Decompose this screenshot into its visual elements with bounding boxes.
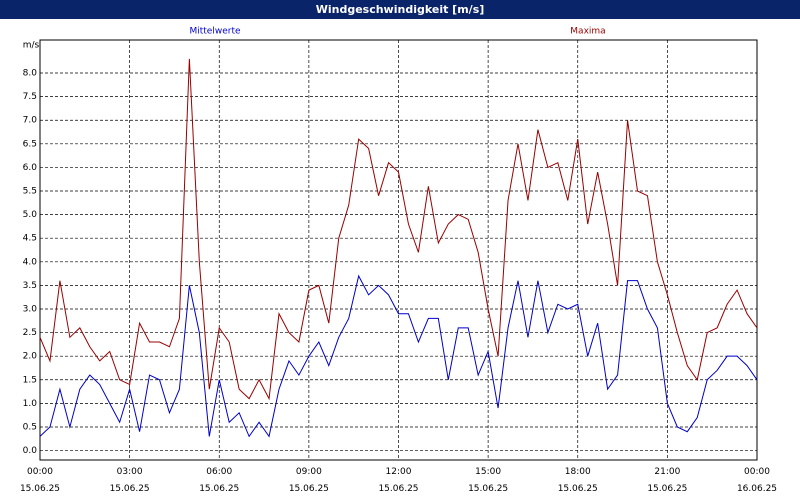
series-line [39,58,758,401]
x-tick-label: 15:00 15.06.25 [468,467,509,494]
x-tick-label: 12:00 15.06.25 [378,467,419,494]
legend-entry: Mittelwerte [189,27,240,37]
y-tick-label: 1.5 [23,375,37,385]
x-tick-label: 21:00 15.06.25 [647,467,688,494]
x-tick-label: 00:00 16.06.25 [736,467,778,494]
y-tick-label: 4.0 [23,257,38,267]
y-tick-label: 6.0 [23,163,38,173]
y-axis-label: m/s [23,41,40,51]
y-tick-label: 1.0 [23,399,38,409]
y-tick-label: 0.0 [23,446,38,456]
title-bar: Windgeschwindigkeit [m/s] [0,0,800,19]
y-tick-label: 3.5 [23,281,37,291]
y-tick-label: 7.0 [23,116,38,126]
x-tick-label: 00:00 15.06.25 [19,467,61,494]
x-tick-label: 09:00 15.06.25 [288,467,329,494]
x-tick-label: 03:00 15.06.25 [109,467,150,494]
y-tick-label: 3.0 [23,304,38,314]
y-tick-label: 0.5 [23,422,37,432]
y-tick-label: 6.5 [23,139,37,149]
y-tick-label: 2.0 [23,352,38,362]
y-tick-label: 2.5 [23,328,37,338]
series-line [39,274,758,438]
y-tick-label: 7.5 [23,92,37,102]
x-tick-label: 18:00 15.06.25 [557,467,598,494]
y-tick-label: 5.0 [23,210,38,220]
y-tick-label: 8.0 [23,69,38,79]
x-tick-label: 06:00 15.06.25 [199,467,240,494]
legend-entry: Maxima [570,27,605,37]
y-tick-label: 4.5 [23,234,37,244]
y-tick-label: 5.5 [23,187,37,197]
